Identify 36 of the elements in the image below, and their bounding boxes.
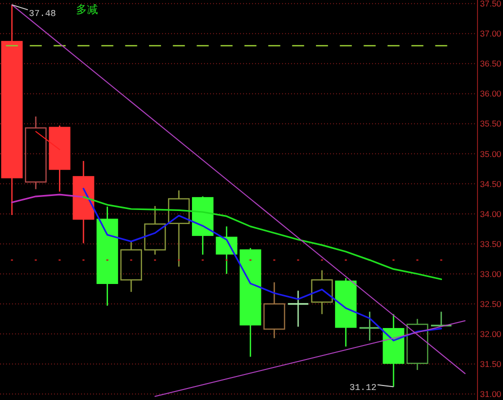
line-series bbox=[82, 196, 442, 280]
annotation: 31.12 bbox=[350, 382, 377, 393]
y-tick-label: 36.50 bbox=[480, 58, 502, 69]
candlestick bbox=[430, 311, 452, 326]
y-tick-label: 37.00 bbox=[480, 28, 502, 39]
y-tick-label: 32.50 bbox=[480, 298, 502, 309]
line-series bbox=[82, 188, 442, 342]
y-tick-label: 32.00 bbox=[480, 328, 502, 339]
candlestick bbox=[358, 311, 381, 342]
candlestick bbox=[216, 226, 238, 275]
candlestick bbox=[72, 160, 94, 244]
candlestick bbox=[335, 277, 357, 348]
y-tick-label: 31.50 bbox=[480, 358, 502, 369]
candlestick bbox=[120, 240, 142, 293]
candlestick bbox=[382, 313, 404, 388]
y-tick-label: 33.50 bbox=[480, 238, 502, 249]
y-tick-label: 37.50 bbox=[480, 0, 502, 9]
candlestick bbox=[168, 190, 190, 268]
candlestick bbox=[1, 4, 23, 216]
y-tick-label: 31.00 bbox=[480, 388, 502, 399]
y-tick-label: 34.50 bbox=[480, 178, 502, 189]
line-series bbox=[11, 194, 84, 204]
candlestick bbox=[48, 124, 70, 192]
chart-title: 多减 bbox=[76, 3, 98, 16]
candlestick bbox=[287, 290, 310, 328]
y-tick-label: 33.00 bbox=[480, 268, 502, 279]
candlestick bbox=[24, 116, 47, 190]
annotation: 37.48 bbox=[28, 8, 56, 19]
candlestick bbox=[263, 282, 286, 339]
y-tick-label: 35.50 bbox=[480, 118, 502, 129]
candlestick bbox=[96, 206, 118, 306]
y-tick-label: 36.00 bbox=[480, 88, 502, 99]
y-tick-label: 34.00 bbox=[480, 208, 502, 219]
candlestick bbox=[311, 270, 333, 315]
y-tick-label: 35.00 bbox=[480, 148, 502, 159]
candlestick bbox=[406, 318, 428, 371]
